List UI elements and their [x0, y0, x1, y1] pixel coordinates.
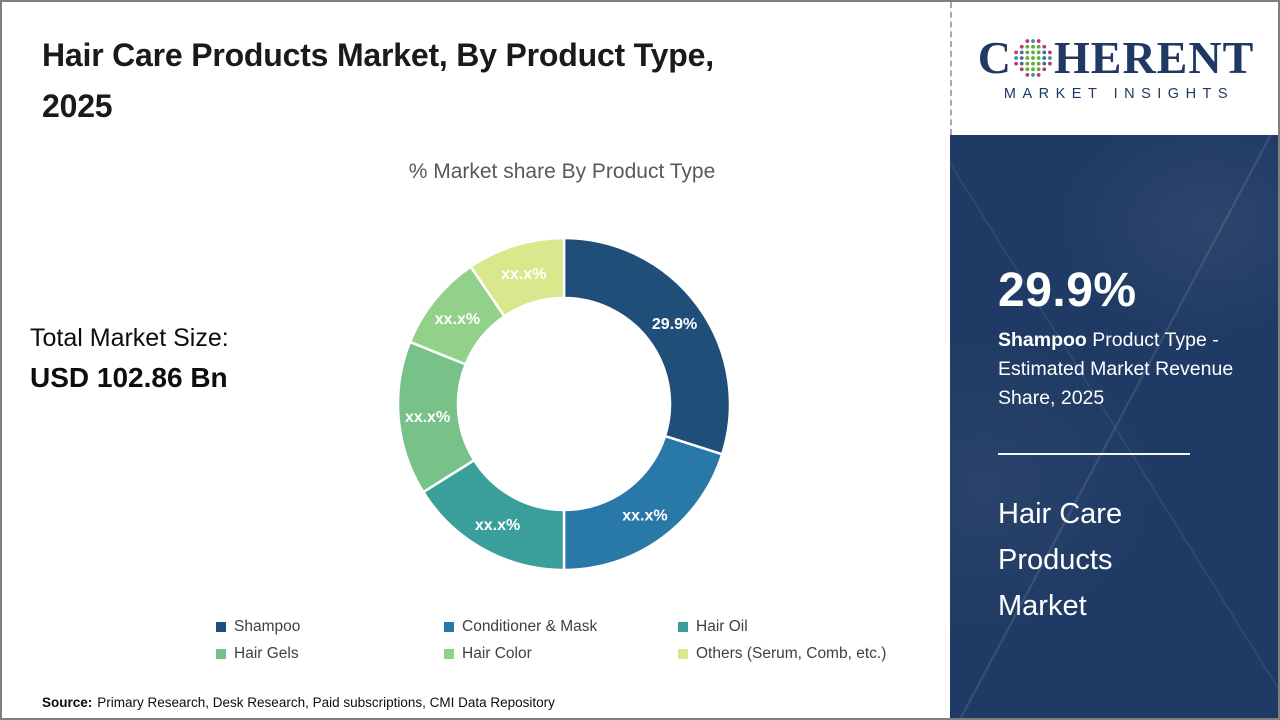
legend-swatch — [216, 622, 226, 632]
globe-dot — [1036, 73, 1041, 77]
globe-dot — [1019, 50, 1024, 55]
globe-dot — [1042, 44, 1047, 49]
globe-dot — [1031, 67, 1035, 72]
brand-logo: C HERENT — [978, 35, 1255, 81]
globe-dot — [1042, 61, 1047, 66]
brand-tagline: MARKET INSIGHTS — [1003, 86, 1235, 102]
legend-item-others-serum-comb-etc: Others (Serum, Comb, etc.) — [678, 645, 940, 663]
total-market-block: Total Market Size: USD 102.86 Bn — [30, 324, 229, 394]
globe-dot — [1031, 39, 1035, 43]
slice-label: xx.x% — [622, 508, 667, 525]
legend-item-hair-gels: Hair Gels — [216, 645, 444, 663]
logo-panel: C HERENT MARKET INSIGHTS — [950, 2, 1278, 135]
legend-swatch — [444, 622, 454, 632]
stat-value: 29.9% — [998, 264, 1137, 317]
globe-dot — [1042, 50, 1047, 55]
donut-chart: 29.9% xx.x% xx.x% xx.x% xx.x% xx.x% — [396, 236, 732, 572]
brand-letter-c: C — [977, 32, 1012, 83]
donut-slice-others-serum-comb-etc — [469, 236, 566, 318]
page-title-line-2: 2025 — [42, 88, 113, 124]
globe-dot — [1031, 61, 1035, 66]
slice-label: xx.x% — [501, 266, 546, 283]
globe-dot — [1014, 61, 1018, 66]
source-label: Source: — [42, 695, 93, 710]
sidebar-market-title: Hair Care Products Market — [998, 498, 1123, 622]
donut-slice-shampoo — [562, 236, 732, 456]
page-title-line-1: Hair Care Products Market, By Product Ty… — [42, 37, 714, 73]
legend-swatch — [444, 649, 454, 659]
legend-item-conditioner-mask: Conditioner & Mask — [444, 618, 678, 636]
source-line: Source: Primary Research, Desk Research, … — [42, 695, 555, 710]
globe-dot — [1025, 39, 1030, 43]
legend-label: Hair Color — [462, 645, 532, 662]
globe-dot — [1036, 56, 1041, 60]
globe-dot — [1025, 67, 1030, 72]
legend-swatch — [678, 622, 688, 632]
page-title: Hair Care Products Market, By Product Ty… — [42, 30, 912, 132]
globe-dot — [1019, 67, 1024, 72]
globe-dot — [1047, 50, 1052, 55]
total-market-value: USD 102.86 Bn — [30, 362, 228, 393]
globe-dot — [1031, 44, 1035, 49]
legend-label: Others (Serum, Comb, etc.) — [696, 645, 887, 662]
globe-dot — [1025, 73, 1030, 77]
brand-letters-rest: HERENT — [1053, 32, 1255, 83]
stat-highlight: Shampoo — [998, 329, 1087, 351]
globe-dot — [1042, 67, 1047, 72]
legend-label: Conditioner & Mask — [462, 618, 598, 635]
globe-dot — [1031, 73, 1035, 77]
globe-dot — [1019, 56, 1024, 60]
slice-label: xx.x% — [475, 517, 520, 534]
highlight-sidebar: 29.9% Shampoo Product Type - Estimated M… — [950, 135, 1278, 718]
globe-dot — [1036, 50, 1041, 55]
globe-dot — [1036, 67, 1041, 72]
globe-dot — [1014, 56, 1018, 60]
globe-dot — [1025, 61, 1030, 66]
globe-dot — [1036, 39, 1041, 43]
globe-dot — [1042, 56, 1047, 60]
globe-dot — [1036, 44, 1041, 49]
globe-dot — [1025, 44, 1030, 49]
legend-item-hair-oil: Hair Oil — [678, 618, 940, 636]
stat-description: Shampoo Product Type - Estimated Market … — [998, 326, 1243, 413]
globe-dot — [1019, 44, 1024, 49]
globe-dot — [1019, 61, 1024, 66]
globe-dot — [1047, 61, 1052, 66]
legend-swatch — [216, 649, 226, 659]
chart-legend: Shampoo Conditioner & Mask Hair Oil Hair Ge… — [216, 618, 940, 663]
stat-rest: Product Type - Estimated Market Revenue … — [998, 329, 1234, 409]
legend-label: Hair Oil — [696, 618, 748, 635]
globe-dot — [1025, 56, 1030, 60]
legend-label: Shampoo — [234, 618, 301, 635]
globe-dot — [1047, 56, 1052, 60]
globe-icon — [1014, 39, 1052, 77]
sidebar-divider — [998, 453, 1190, 455]
globe-dot — [1031, 56, 1035, 60]
total-market-label: Total Market Size: — [30, 324, 229, 352]
globe-dot — [1036, 61, 1041, 66]
slice-label: 29.9% — [652, 316, 697, 333]
source-text: Primary Research, Desk Research, Paid su… — [97, 695, 555, 710]
chart-title: % Market share By Product Type — [408, 160, 716, 183]
legend-swatch — [678, 649, 688, 659]
legend-label: Hair Gels — [234, 645, 299, 662]
globe-dot — [1014, 50, 1018, 55]
legend-item-shampoo: Shampoo — [216, 618, 444, 636]
globe-dot — [1025, 50, 1030, 55]
legend-item-hair-color: Hair Color — [444, 645, 678, 663]
slice-label: xx.x% — [405, 409, 450, 426]
globe-dot — [1031, 50, 1035, 55]
donut-chart-container: 29.9% xx.x% xx.x% xx.x% xx.x% xx.x% — [394, 234, 734, 574]
donut-slice-conditioner-mask — [562, 434, 724, 572]
slice-label: xx.x% — [435, 311, 480, 328]
